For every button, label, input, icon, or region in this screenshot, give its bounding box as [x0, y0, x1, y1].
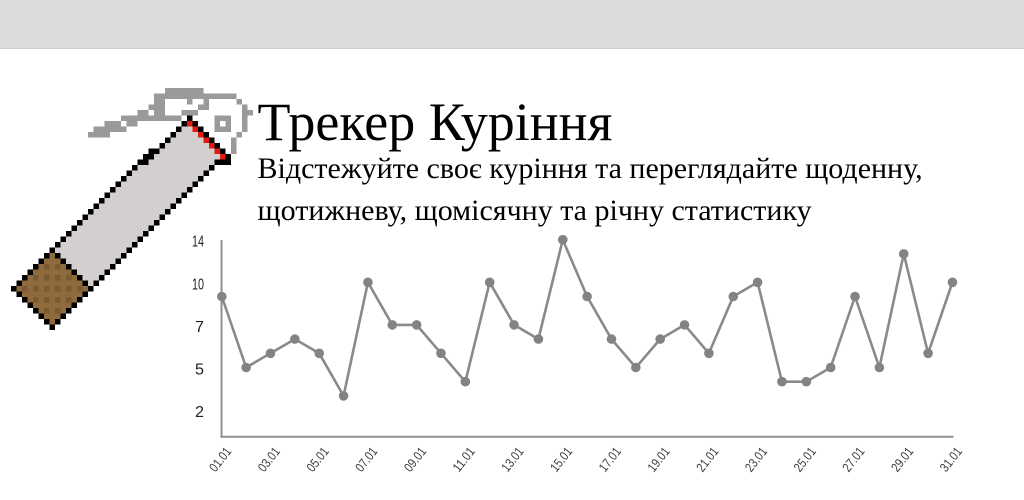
data-point[interactable] — [533, 334, 544, 344]
data-point[interactable] — [874, 362, 885, 373]
y-axis-tick-label: 2 — [195, 404, 204, 421]
data-point[interactable] — [338, 391, 349, 401]
data-point[interactable] — [363, 277, 373, 288]
data-point[interactable] — [777, 376, 787, 387]
data-point[interactable] — [217, 291, 227, 302]
x-axis-tick-label: 05.01 — [303, 444, 331, 475]
x-axis-tick-label: 31.01 — [937, 444, 965, 475]
data-point[interactable] — [484, 277, 495, 288]
y-axis-tick-label: 7 — [195, 319, 204, 336]
data-point[interactable] — [411, 320, 422, 330]
data-point[interactable] — [314, 348, 325, 359]
data-point[interactable] — [557, 234, 568, 245]
y-axis-tick-label: 5 — [195, 362, 204, 379]
data-point[interactable] — [509, 320, 519, 330]
data-point[interactable] — [898, 249, 909, 259]
data-point[interactable] — [290, 334, 300, 344]
data-point[interactable] — [728, 291, 739, 302]
data-point[interactable] — [436, 348, 446, 359]
x-axis-tick-label: 17.01 — [596, 444, 624, 475]
page-title: Трекер Куріння — [257, 92, 613, 152]
data-point[interactable] — [752, 277, 763, 288]
x-axis-tick-label: 21.01 — [693, 444, 721, 475]
x-axis-tick-label: 13.01 — [498, 444, 526, 475]
data-point[interactable] — [265, 348, 276, 359]
header-section: Трекер Куріння Відстежуйте своє куріння … — [258, 92, 958, 232]
data-point[interactable] — [387, 320, 398, 330]
x-axis-tick-label: 25.01 — [790, 444, 818, 475]
x-axis-tick-label: 09.01 — [401, 444, 429, 475]
page-subtitle: Відстежуйте своє куріння та переглядайте… — [257, 152, 923, 227]
data-point[interactable] — [631, 362, 641, 373]
data-point[interactable] — [679, 320, 690, 330]
x-axis-tick-label: 07.01 — [352, 444, 380, 475]
y-axis-tick-label: 10 — [192, 276, 204, 293]
data-point[interactable] — [704, 348, 714, 359]
x-axis-tick-label: 11.01 — [449, 444, 477, 475]
data-point[interactable] — [582, 291, 592, 302]
data-point[interactable] — [801, 376, 812, 387]
x-axis-tick-label: 19.01 — [644, 444, 672, 475]
x-axis-tick-label: 29.01 — [888, 444, 916, 475]
data-point[interactable] — [460, 376, 471, 387]
x-axis-tick-label: 03.01 — [255, 444, 283, 475]
data-point[interactable] — [241, 362, 251, 373]
data-point[interactable] — [655, 334, 665, 344]
x-axis-tick-label: 27.01 — [839, 444, 867, 475]
data-point[interactable] — [606, 334, 617, 344]
data-point[interactable] — [850, 291, 860, 302]
x-axis-tick-label: 23.01 — [742, 444, 770, 475]
data-point[interactable] — [825, 362, 836, 373]
data-point[interactable] — [923, 348, 933, 359]
top-bar — [0, 0, 1024, 49]
x-axis-tick-label: 15.01 — [547, 444, 575, 475]
y-axis-tick-label: 14 — [192, 234, 204, 251]
x-axis-tick-label: 01.01 — [206, 444, 234, 475]
data-point[interactable] — [947, 277, 958, 288]
data-line — [220, 238, 954, 398]
